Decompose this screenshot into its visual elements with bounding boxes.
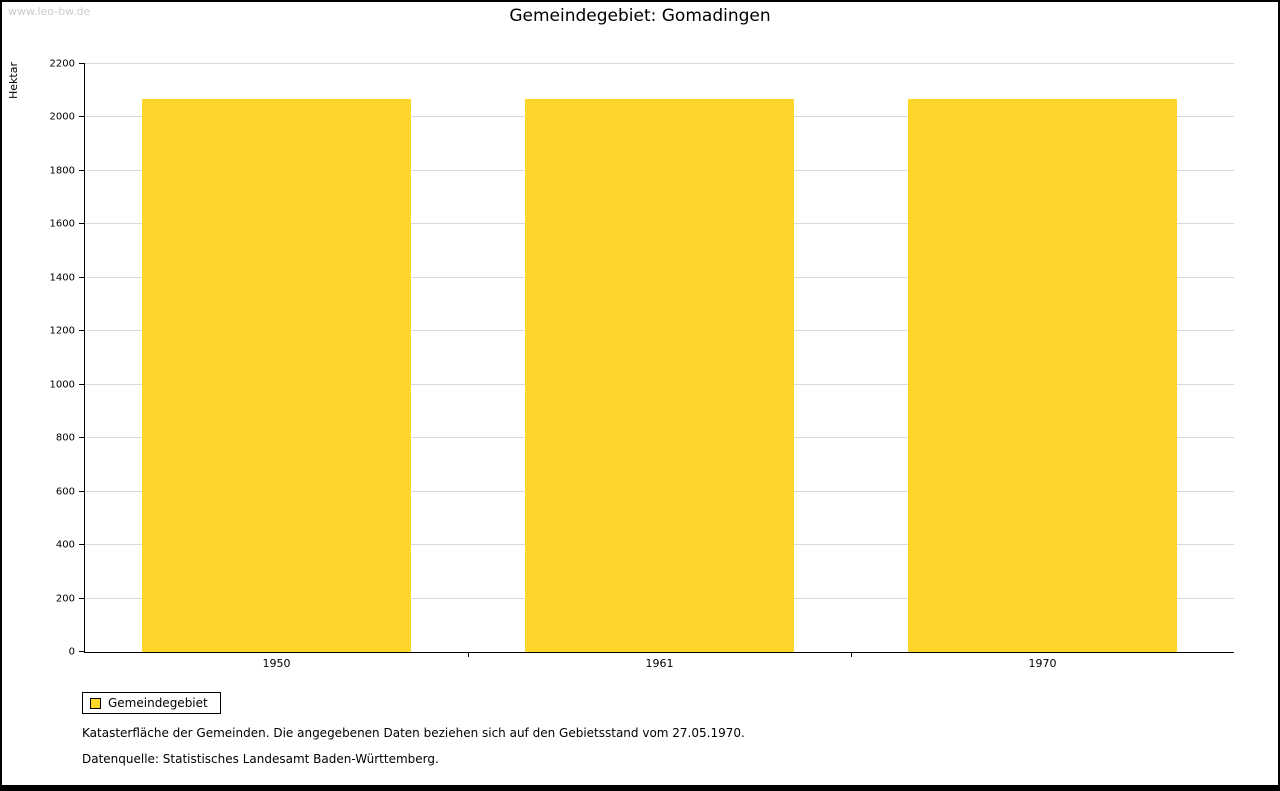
site-watermark: www.leo-bw.de [8, 5, 91, 18]
plot-area: 0 200 400 600 800 1000 1200 1400 1600 1800 2000 220… [50, 59, 1234, 670]
y-axis-tick-label: 1600 [49, 218, 75, 230]
x-axis-tick [468, 652, 469, 657]
y-axis-tick-label: 1800 [49, 165, 75, 177]
footnote-source-note: Katasterfläche der Gemeinden. Die angege… [82, 726, 745, 740]
y-axis-tick [79, 383, 85, 385]
y-axis-tick-label: 400 [55, 539, 75, 551]
y-axis-tick-label: 200 [55, 593, 75, 605]
y-axis-tick [79, 330, 85, 332]
x-axis-tick-label: 1970 [1028, 657, 1057, 670]
y-axis-tick [79, 597, 85, 599]
y-axis-tick-label: 800 [55, 432, 75, 444]
x-axis-tick-label: 1961 [645, 657, 674, 670]
y-axis-tick [79, 223, 85, 225]
y-axis-tick-label: 1200 [49, 325, 75, 337]
y-axis-tick-label: 600 [55, 486, 75, 498]
legend-label: Gemeindegebiet [108, 696, 208, 710]
y-axis-tick-label: 0 [68, 646, 75, 658]
y-axis-tick [79, 651, 85, 652]
chart-title: Gemeindegebiet: Gomadingen [509, 6, 771, 26]
x-axis-tick [851, 652, 852, 657]
y-axis-tick [79, 116, 85, 118]
y-axis-tick-label: 2000 [49, 111, 75, 123]
y-axis-tick [79, 169, 85, 171]
legend: Gemeindegebiet [82, 692, 221, 714]
gridline [85, 63, 1234, 64]
x-axis-tick-label: 1950 [262, 657, 291, 670]
y-axis-tick [79, 490, 85, 492]
bar-1961 [525, 98, 794, 652]
y-axis-tick-label: 2200 [49, 58, 75, 70]
y-axis-tick [79, 63, 85, 64]
y-axis-label: Hektar [7, 62, 20, 99]
legend-swatch [90, 697, 101, 709]
footnote-data-source: Datenquelle: Statistisches Landesamt Bad… [82, 752, 439, 766]
y-axis-tick-label: 1000 [49, 379, 75, 391]
y-axis-tick-label: 1400 [49, 272, 75, 284]
bar-1970 [908, 98, 1177, 652]
bar-1950 [142, 98, 411, 652]
y-axis-tick [79, 276, 85, 278]
y-axis-tick [79, 437, 85, 439]
y-axis-tick [79, 544, 85, 546]
